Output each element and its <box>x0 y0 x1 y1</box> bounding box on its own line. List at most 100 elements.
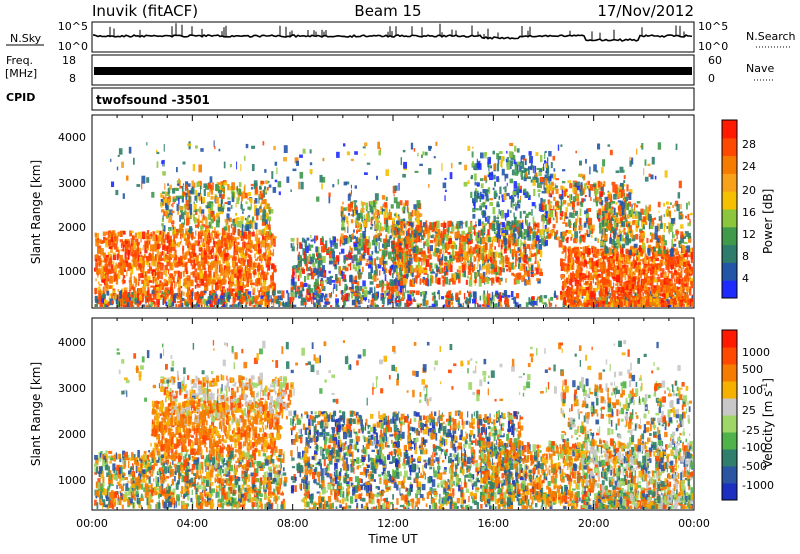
echo-cell <box>456 269 459 273</box>
echo-cell <box>412 245 417 248</box>
echo-cell <box>296 291 299 295</box>
echo-cell <box>486 263 491 271</box>
echo-cell <box>111 300 114 305</box>
echo-cell <box>353 276 355 280</box>
echo-cell <box>470 176 473 180</box>
echo-cell <box>456 221 460 229</box>
echo-cell <box>238 265 242 269</box>
echo-cell <box>480 195 485 200</box>
echo-cell <box>402 253 406 258</box>
echo-cell <box>525 254 528 260</box>
echo-cell <box>379 222 382 231</box>
echo-cell <box>302 301 307 305</box>
echo-cell <box>180 235 182 243</box>
echo-cell <box>100 295 105 298</box>
echo-cell <box>590 235 593 238</box>
echo-cell <box>403 230 406 236</box>
echo-cell <box>398 243 403 246</box>
echo-cell <box>162 215 164 220</box>
echo-cell <box>574 280 579 287</box>
echo-cell <box>195 209 198 215</box>
echo-cell <box>219 264 223 271</box>
echo-cell <box>230 296 232 299</box>
echo-cell <box>290 295 294 302</box>
echo-cell <box>375 291 379 297</box>
echo-cell <box>575 196 579 199</box>
echo-cell <box>406 299 409 304</box>
echo-cell <box>444 234 446 241</box>
echo-cell <box>541 235 543 239</box>
echo-cell <box>223 181 228 186</box>
echo-cell <box>581 224 583 228</box>
echo-cell <box>191 244 196 251</box>
echo-cell <box>546 227 550 233</box>
echo-cell <box>244 304 248 307</box>
echo-cell <box>193 203 197 211</box>
echo-cell <box>624 296 628 302</box>
echo-cell <box>332 256 336 264</box>
echo-cell <box>310 271 315 280</box>
echo-cell <box>233 249 236 258</box>
echo-cell <box>154 239 158 248</box>
echo-cell <box>486 278 490 284</box>
echo-cell <box>217 189 222 194</box>
echo-cell <box>375 263 377 272</box>
echo-cell <box>450 231 454 234</box>
echo-cell <box>223 233 227 240</box>
echo-cell <box>440 260 443 266</box>
echo-cell <box>503 187 505 190</box>
echo-cell <box>142 260 146 265</box>
echo-cell <box>184 263 188 270</box>
echo-cell <box>432 234 434 239</box>
echo-cell <box>272 290 276 296</box>
echo-cell <box>345 257 348 260</box>
echo-cell <box>685 282 689 288</box>
echo-cell <box>484 189 488 197</box>
echo-cell <box>501 304 503 307</box>
echo-cell <box>175 195 180 201</box>
echo-cell <box>199 244 201 249</box>
echo-cell <box>323 247 325 253</box>
echo-cell <box>236 281 241 289</box>
echo-cell <box>467 290 469 293</box>
echo-cell <box>265 203 267 210</box>
echo-cell <box>613 194 617 200</box>
echo-cell <box>401 207 405 211</box>
echo-cell <box>408 212 411 220</box>
echo-cell <box>593 182 597 185</box>
echo-cell <box>174 255 178 259</box>
echo-cell <box>387 225 390 234</box>
echo-cell <box>269 244 273 248</box>
echo-cell <box>362 280 366 287</box>
echo-cell <box>543 177 545 185</box>
echo-cell <box>549 193 553 198</box>
echo-cell <box>156 249 160 257</box>
echo-cell <box>435 229 438 232</box>
echo-cell <box>190 188 195 195</box>
echo-cell <box>423 293 427 299</box>
echo-cell <box>487 174 490 178</box>
nsky-panel: N.Sky 10^5 10^0 10^5 10^0 N.Search <box>6 20 796 53</box>
echo-cell <box>493 269 495 272</box>
echo-cell <box>385 219 389 227</box>
echo-cell <box>95 259 98 263</box>
echo-cell <box>467 226 472 232</box>
echo-cell <box>145 297 149 303</box>
echo-cell <box>549 180 551 189</box>
echo-cell <box>500 210 505 219</box>
echo-cell <box>360 207 365 213</box>
echo-cell <box>311 293 313 297</box>
echo-cell <box>629 189 633 195</box>
echo-cell <box>265 300 267 307</box>
echo-cell <box>399 263 402 267</box>
echo-cell <box>447 234 449 239</box>
echo-cell <box>617 188 619 196</box>
echo-cell <box>315 246 318 253</box>
echo-cell <box>537 296 540 300</box>
echo-cell <box>129 285 134 290</box>
echo-cell <box>241 228 244 236</box>
echo-cell <box>391 256 396 263</box>
echo-cell <box>214 301 218 305</box>
echo-cell <box>497 266 500 274</box>
echo-cell <box>521 263 526 270</box>
